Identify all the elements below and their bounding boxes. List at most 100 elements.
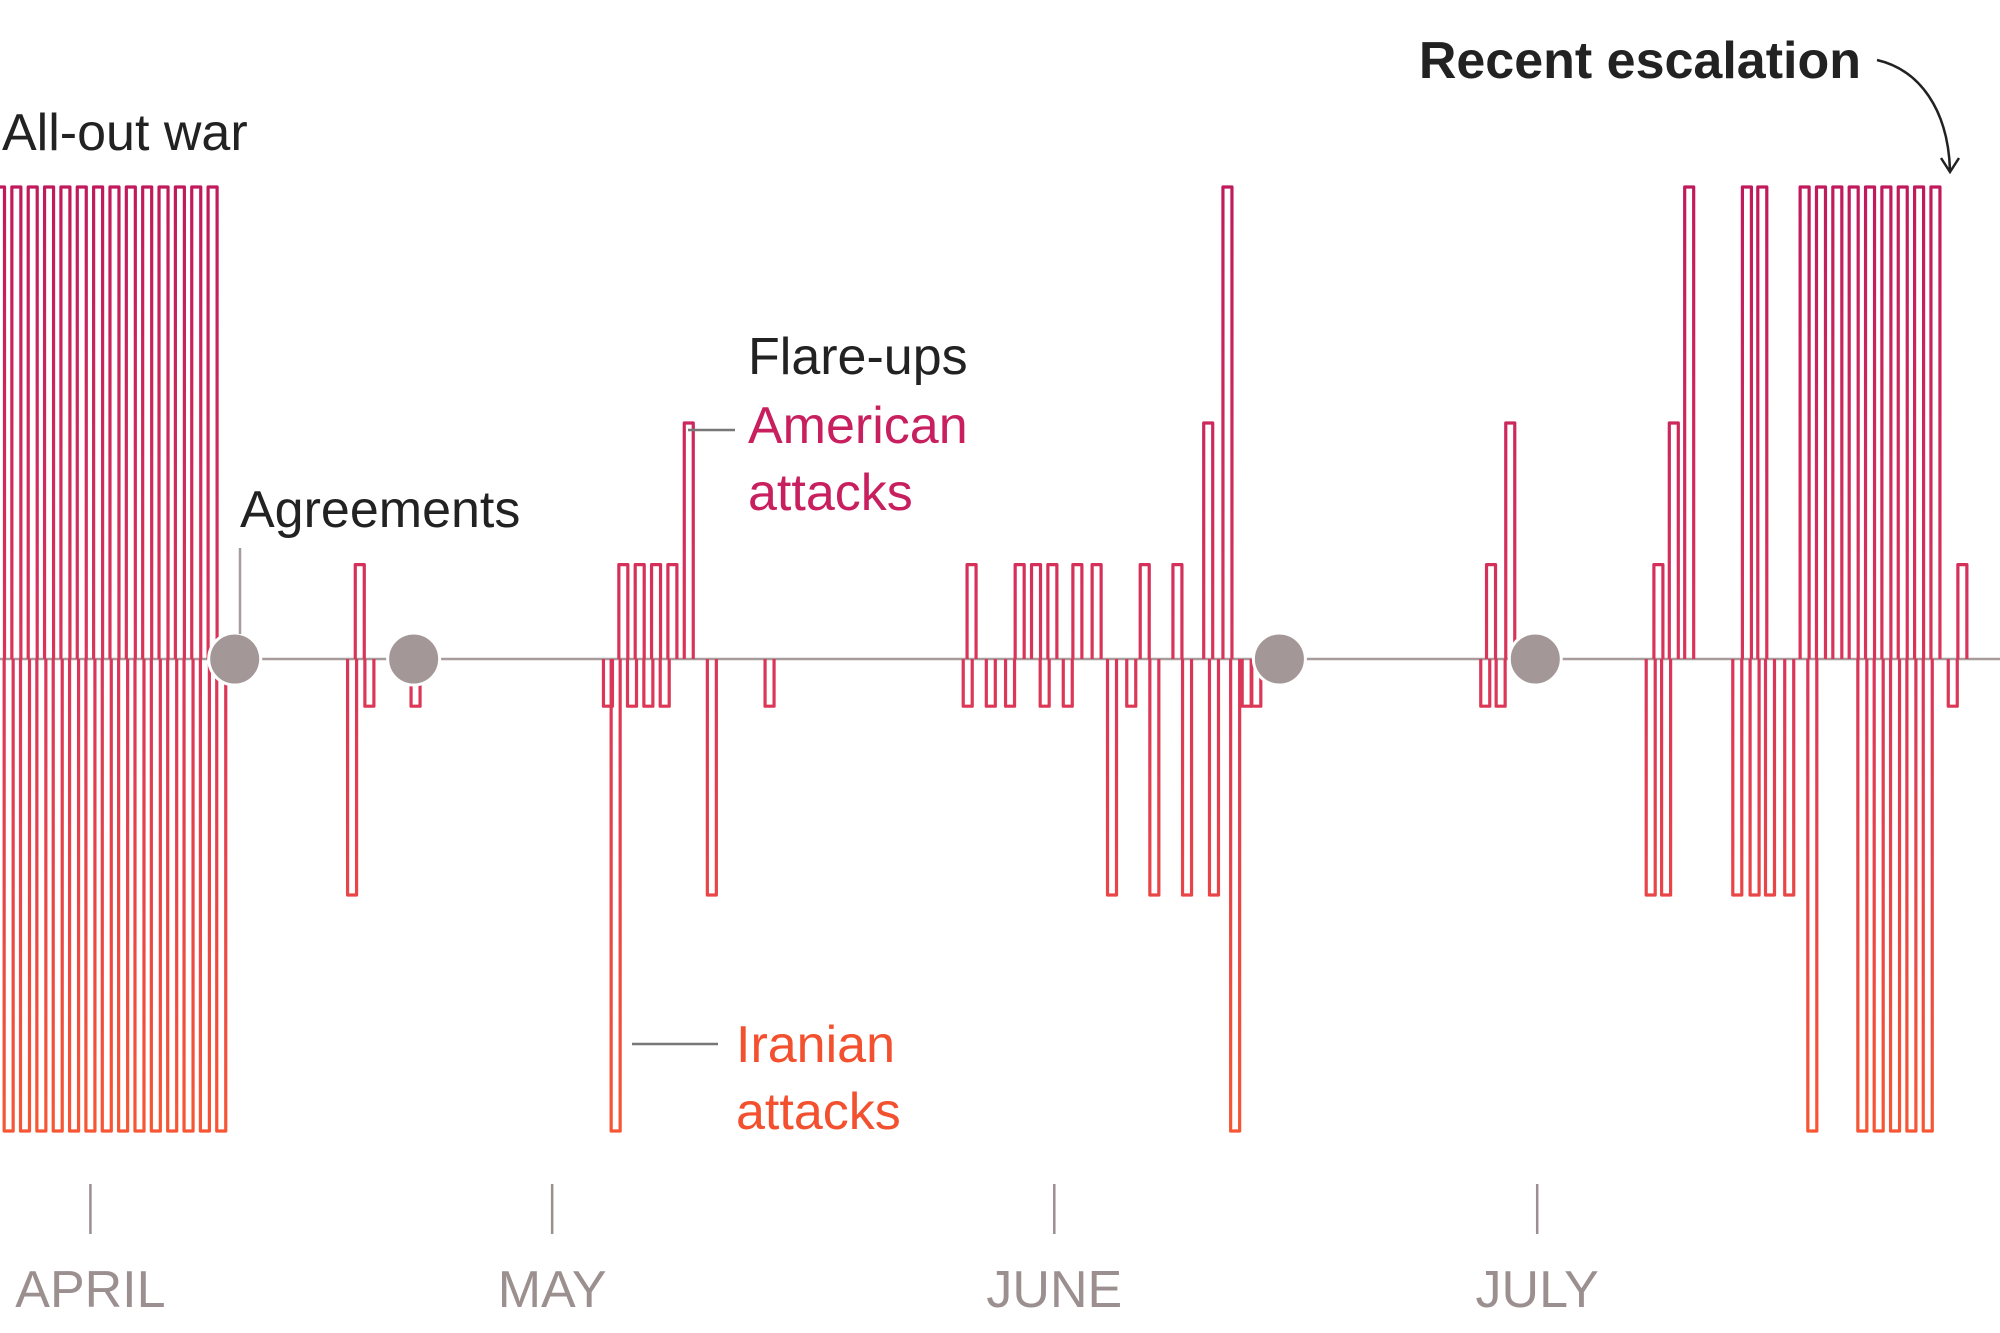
iranian-attack-spike: [1038, 659, 1051, 708]
iranian-attack-spike: [51, 659, 64, 1133]
iranian-attack-spike: [100, 659, 113, 1133]
american-attack-spike: [1046, 562, 1059, 659]
iranian-attack-spike: [1872, 659, 1885, 1133]
iranian-attack-spike: [1229, 659, 1242, 1133]
american-attack-spike: [1896, 185, 1909, 659]
iranian-attack-spike: [642, 659, 655, 708]
iranian-attacks-label-line1: Iranian: [736, 1016, 895, 1074]
american-attack-spike: [1756, 185, 1769, 659]
american-attack-spike: [10, 185, 23, 659]
iranian-attack-spike: [1921, 659, 1934, 1133]
american-attacks-label-line2: attacks: [748, 464, 913, 522]
iranian-attack-spike: [1946, 659, 1959, 708]
american-attack-spike: [108, 185, 121, 659]
american-attack-spike: [1202, 421, 1215, 659]
american-attack-spike: [1171, 562, 1184, 659]
iranian-attack-spike: [1061, 659, 1074, 708]
american-attack-spike: [1956, 562, 1969, 659]
american-attack-spike: [1090, 562, 1103, 659]
american-attack-spike: [42, 185, 56, 659]
iranian-attack-spike: [1748, 659, 1761, 897]
iranian-attack-spike: [1240, 659, 1253, 708]
american-attack-spike: [1912, 185, 1926, 659]
iranian-attack-spike: [763, 659, 776, 708]
american-attack-spike: [633, 562, 646, 659]
american-attack-spike: [59, 185, 72, 659]
iranian-attack-spike: [1763, 659, 1777, 897]
month-axis: APRIL MAY JUNE JULY: [15, 1184, 1599, 1319]
american-attack-spike: [92, 185, 105, 659]
american-attack-spike: [26, 185, 39, 659]
american-attack-spike: [1847, 185, 1860, 659]
american-attack-spike: [649, 562, 663, 659]
american-attack-spike: [1013, 562, 1026, 659]
american-attacks-label-line1: American: [748, 397, 968, 455]
iranian-attack-spike: [2, 659, 15, 1133]
iranian-attack-spike: [363, 659, 376, 708]
iranian-attack-spike: [1660, 659, 1673, 897]
agreements-label: Agreements: [240, 481, 520, 539]
iranian-attack-spike: [1494, 659, 1507, 708]
american-attack-spike: [353, 562, 366, 659]
iranian-attack-spike: [1180, 659, 1194, 897]
american-attack-spike: [206, 185, 219, 659]
month-label-april: APRIL: [15, 1261, 165, 1319]
agreement-markers-layer: [207, 631, 1563, 687]
iranian-attack-spike: [658, 659, 671, 708]
american-attack-spike: [1652, 562, 1665, 659]
month-label-july: JULY: [1476, 1261, 1599, 1319]
american-attack-spike: [666, 562, 679, 659]
american-attack-spike: [1071, 562, 1084, 659]
american-attack-spike: [1814, 185, 1828, 659]
recent-escalation-label: Recent escalation: [1419, 32, 1861, 90]
iranian-attack-spike: [215, 659, 228, 1133]
iranian-attack-spike: [149, 659, 162, 1133]
iranian-attack-spike: [182, 659, 195, 1133]
american-attack-spike: [1683, 185, 1696, 659]
american-attack-spike: [1667, 421, 1680, 659]
iranian-attack-spike: [609, 659, 622, 1133]
iranian-attack-spike: [18, 659, 32, 1133]
american-attack-spike: [1831, 185, 1844, 659]
american-attack-spike: [75, 185, 88, 659]
iranian-attack-spike: [625, 659, 639, 708]
agreement-marker: [386, 631, 442, 687]
iranian-attack-spike: [1783, 659, 1796, 897]
american-attack-spike: [173, 185, 186, 659]
american-attack-spike: [1221, 185, 1234, 659]
iranian-attack-spike: [409, 659, 422, 708]
flare-ups-label: Flare-ups: [748, 328, 968, 386]
american-attack-spike: [1798, 185, 1811, 659]
american-attack-spike: [1138, 562, 1151, 659]
american-attack-spike: [190, 185, 203, 659]
agreement-marker: [1507, 631, 1563, 687]
month-label-may: MAY: [498, 1261, 607, 1319]
american-attack-spike: [141, 185, 154, 659]
american-attack-spike: [1029, 562, 1043, 659]
iranian-attack-spike: [1479, 659, 1492, 708]
american-attack-spike: [124, 185, 137, 659]
american-attack-spike: [0, 185, 7, 659]
iranian-attack-spike: [133, 659, 146, 1133]
iranian-attacks-label-line2: attacks: [736, 1083, 901, 1141]
iranian-attack-spike: [1250, 659, 1263, 708]
american-attack-spike: [1484, 562, 1498, 659]
iranian-attack-spike: [345, 659, 359, 897]
american-attack-spike: [1880, 185, 1893, 659]
american-attack-spike: [965, 562, 978, 659]
recent-escalation-arrow: [1876, 58, 1952, 171]
iranian-attack-spike: [1105, 659, 1119, 897]
iranian-attack-spike: [117, 659, 130, 1133]
month-label-june: JUNE: [986, 1261, 1122, 1319]
iranian-attack-spike: [84, 659, 97, 1133]
american-attack-spike: [1929, 185, 1942, 659]
agreement-marker: [1251, 631, 1307, 687]
iranian-attack-spike: [1644, 659, 1657, 897]
iranian-attack-spike: [1806, 659, 1819, 1133]
iranian-attack-spike: [1856, 659, 1869, 1133]
iranian-attack-spike: [1888, 659, 1902, 1133]
iranian-attack-spike: [1125, 659, 1138, 708]
recent-escalation-arrowhead: [1939, 157, 1961, 175]
iranian-attack-spike: [35, 659, 48, 1133]
